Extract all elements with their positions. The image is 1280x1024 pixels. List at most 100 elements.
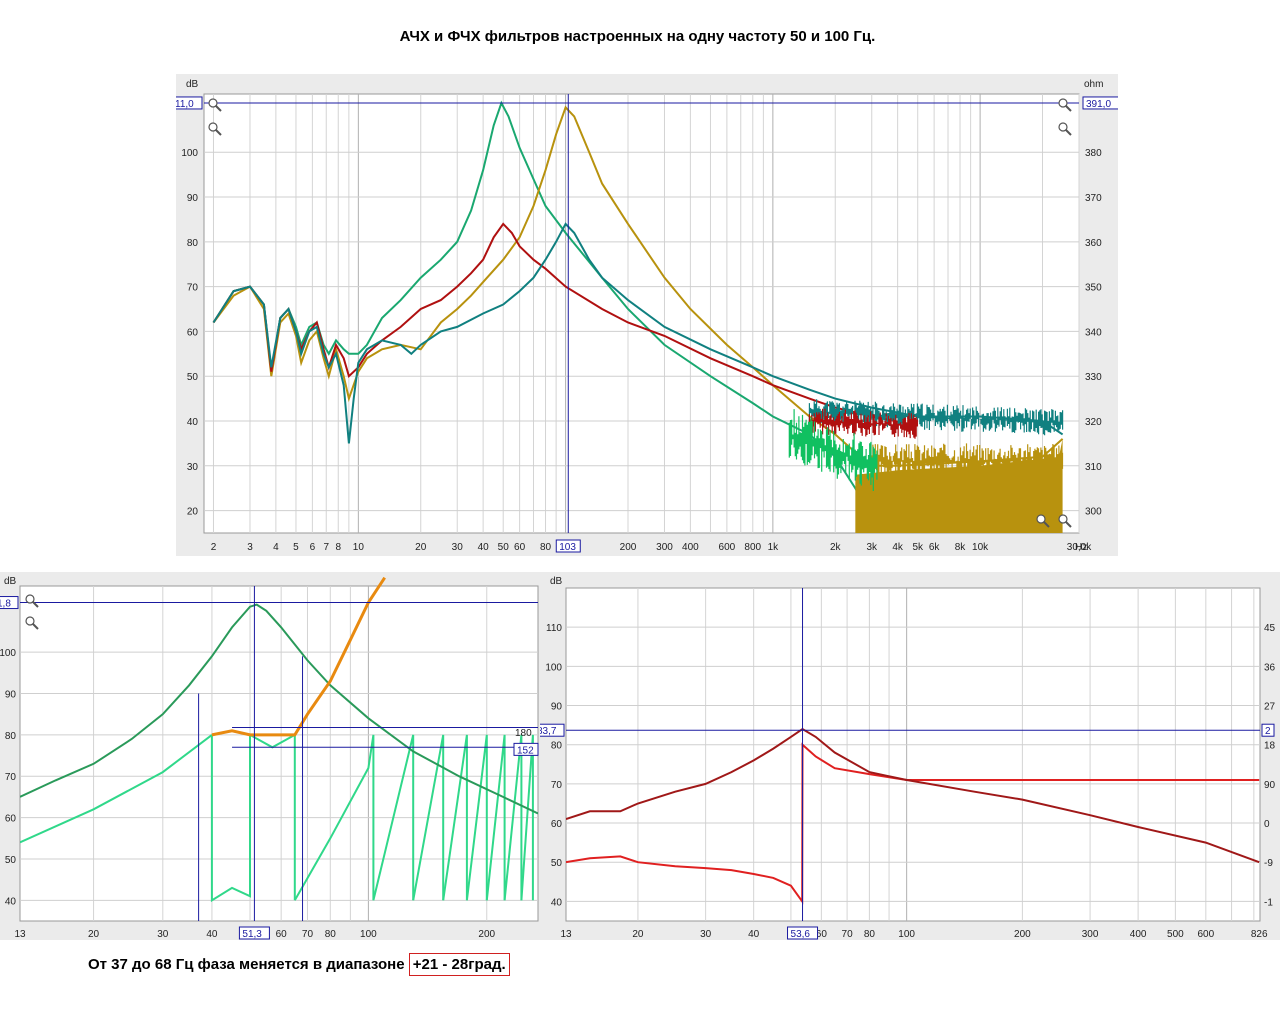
cursor-y-label: 83,7 [540, 726, 557, 737]
x-tick-label: 80 [325, 929, 337, 940]
x-tick-label: 6k [929, 542, 941, 553]
x-tick-label: 300 [656, 542, 673, 553]
zoom-handle [1065, 521, 1072, 528]
gold-series-line [212, 105, 1064, 467]
y-tick-label: 80 [551, 741, 563, 752]
y2-tick-label: 0 [1264, 819, 1270, 830]
y-tick-label: 30 [187, 462, 199, 473]
plot-area [19, 585, 539, 922]
x-tick-label: 8k [955, 542, 967, 553]
cursor-y2-label: 391,0 [1086, 99, 1111, 110]
x-tick-label: 50 [498, 542, 510, 553]
cursor-x-label: 53,6 [791, 929, 811, 940]
phase-line [503, 734, 523, 901]
magnitude-line [20, 603, 538, 815]
x-tick-label: 200 [1014, 929, 1031, 940]
y-tick-label: 80 [5, 731, 17, 742]
zoom-lens [1058, 122, 1068, 132]
chart-title: АЧХ и ФЧХ фильтров настроенных на одну ч… [399, 28, 876, 45]
y2-unit-label: ohm [1084, 79, 1103, 90]
cursor-y-label: 11,0 [176, 99, 194, 110]
cursor-y2-label-box [1261, 723, 1275, 737]
cursor-y2-label: 2 [1265, 726, 1271, 737]
zoom-icon [1058, 122, 1072, 136]
phase-line [20, 734, 213, 844]
phase-label-152-box [513, 742, 539, 756]
y-unit-label: dB [186, 79, 199, 90]
y2-tick-label: 350 [1085, 283, 1102, 294]
y-tick-label: 100 [545, 662, 562, 673]
cursor-x-label-box [555, 539, 581, 553]
x-tick-label: 826 [1251, 929, 1268, 940]
x-tick-label: 80 [540, 542, 552, 553]
x-tick-label: 20 [632, 929, 644, 940]
x-tick-label: 70 [842, 929, 854, 940]
x-tick-label: 40 [748, 929, 760, 940]
x-tick-label: 300 [1082, 929, 1099, 940]
zoom-lens [25, 594, 35, 604]
bright_green-noise [788, 409, 878, 491]
x-tick-label: 400 [682, 542, 699, 553]
cursor-x-label-box [238, 926, 270, 940]
x-tick-label: 2 [211, 542, 217, 553]
x-tick-label: 13 [14, 929, 26, 940]
green-series-line [212, 100, 873, 521]
zoom-icon [25, 594, 39, 608]
x-tick-label: 600 [719, 542, 736, 553]
x-tick-label: 2k [830, 542, 842, 553]
phase-line [249, 733, 296, 901]
cursor-y-label-box [0, 596, 19, 610]
y2-tick-label: 360 [1085, 238, 1102, 249]
y2-tick-label: 18 [1264, 741, 1276, 752]
x-tick-label: 20 [415, 542, 427, 553]
bottom-left-chart-panel: 40 50 60 70 80 90 100 13 20 30 40 60 70 80 100 200 dB 1,8… [0, 572, 540, 940]
cursor-x-label: 51,3 [242, 929, 262, 940]
x-tick-label: 600 [1197, 929, 1214, 940]
x-tick-label: 8 [335, 542, 341, 553]
y-tick-label: 90 [5, 690, 17, 701]
zoom-handle [32, 601, 39, 608]
zoom-lens [1058, 98, 1068, 108]
x-tick-label: 13 [560, 929, 572, 940]
bottom-left-chart: 40 50 60 70 80 90 100 13 20 30 40 60 70 80 100 200 dB 1,8… [0, 576, 539, 940]
y-tick-label: 40 [187, 417, 199, 428]
zoom-handle [215, 105, 222, 112]
x-tick-label: 3k [866, 542, 878, 553]
grid [566, 588, 1260, 921]
series-group [20, 603, 538, 903]
x-tick-label: 100 [898, 929, 915, 940]
x-tick-label: 1k [768, 542, 780, 553]
zoom-icon [208, 122, 222, 136]
x-tick-label: 400 [1130, 929, 1147, 940]
series-group [212, 100, 1064, 533]
x-tick-label: 200 [478, 929, 495, 940]
gold-noise-fill [855, 438, 1063, 533]
plot-area [565, 587, 1261, 922]
y-tick-label: 70 [551, 780, 563, 791]
y2-tick-label: 370 [1085, 193, 1102, 204]
zoom-handle [32, 623, 39, 630]
y2-tick-label: 330 [1085, 372, 1102, 383]
x-unit-label: Hz [1075, 542, 1087, 553]
x-tick-label: 30,0k [1067, 542, 1092, 553]
x-tick-label: 10k [972, 542, 989, 553]
y-tick-label: 60 [551, 819, 563, 830]
teal-series-line [212, 222, 1064, 444]
y-tick-label: 90 [187, 193, 199, 204]
y-tick-label: 70 [5, 772, 17, 783]
x-tick-label: 200 [620, 542, 637, 553]
y-unit-label: dB [4, 576, 17, 587]
grid [204, 94, 1080, 533]
y-tick-label: 70 [187, 283, 199, 294]
cursor-y-label: 1,8 [0, 599, 11, 610]
x-tick-label: 100 [360, 929, 377, 940]
y-tick-label: 40 [5, 896, 17, 907]
y-tick-label: 60 [5, 814, 17, 825]
zoom-lens [1058, 514, 1068, 524]
phase-line [412, 734, 445, 901]
zoom-lens [208, 122, 218, 132]
zoom-handle [215, 129, 222, 136]
zoom-lens [1036, 514, 1046, 524]
y2-tick-label: 300 [1085, 507, 1102, 518]
